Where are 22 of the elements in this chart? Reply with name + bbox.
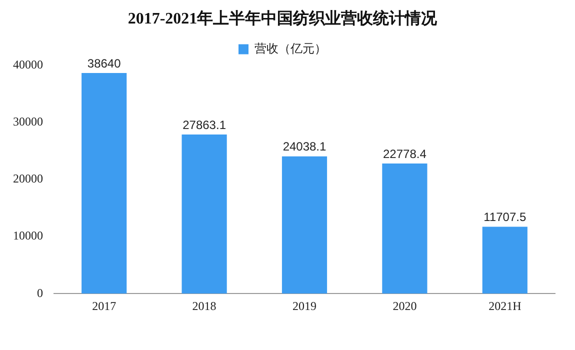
- x-tick-label: 2020: [392, 298, 417, 313]
- y-tick-label: 30000: [13, 114, 43, 128]
- data-label: 24038.1: [282, 140, 327, 154]
- data-label: 11707.5: [484, 210, 526, 224]
- data-label: 27863.1: [182, 118, 226, 132]
- x-tick-label: 2019: [292, 298, 316, 313]
- x-tick-label: 2021H: [488, 298, 522, 313]
- legend-label: 营收（亿元）: [254, 41, 326, 56]
- data-label: 22778.4: [383, 146, 427, 161]
- chart-title: 2017-2021年上半年中国纺织业营收统计情况: [128, 10, 438, 28]
- y-tick-label: 10000: [13, 228, 43, 243]
- y-tick-label: 40000: [13, 57, 43, 72]
- bar: [482, 226, 528, 294]
- bar: [282, 156, 328, 294]
- bar: [182, 134, 227, 294]
- y-tick-label: 0: [37, 286, 43, 300]
- data-label: 38640: [87, 56, 122, 70]
- x-tick-label: 2018: [192, 298, 216, 313]
- bar: [382, 164, 428, 294]
- y-tick-label: 20000: [13, 172, 43, 186]
- bar: [82, 72, 127, 294]
- x-tick-label: 2017: [92, 298, 116, 313]
